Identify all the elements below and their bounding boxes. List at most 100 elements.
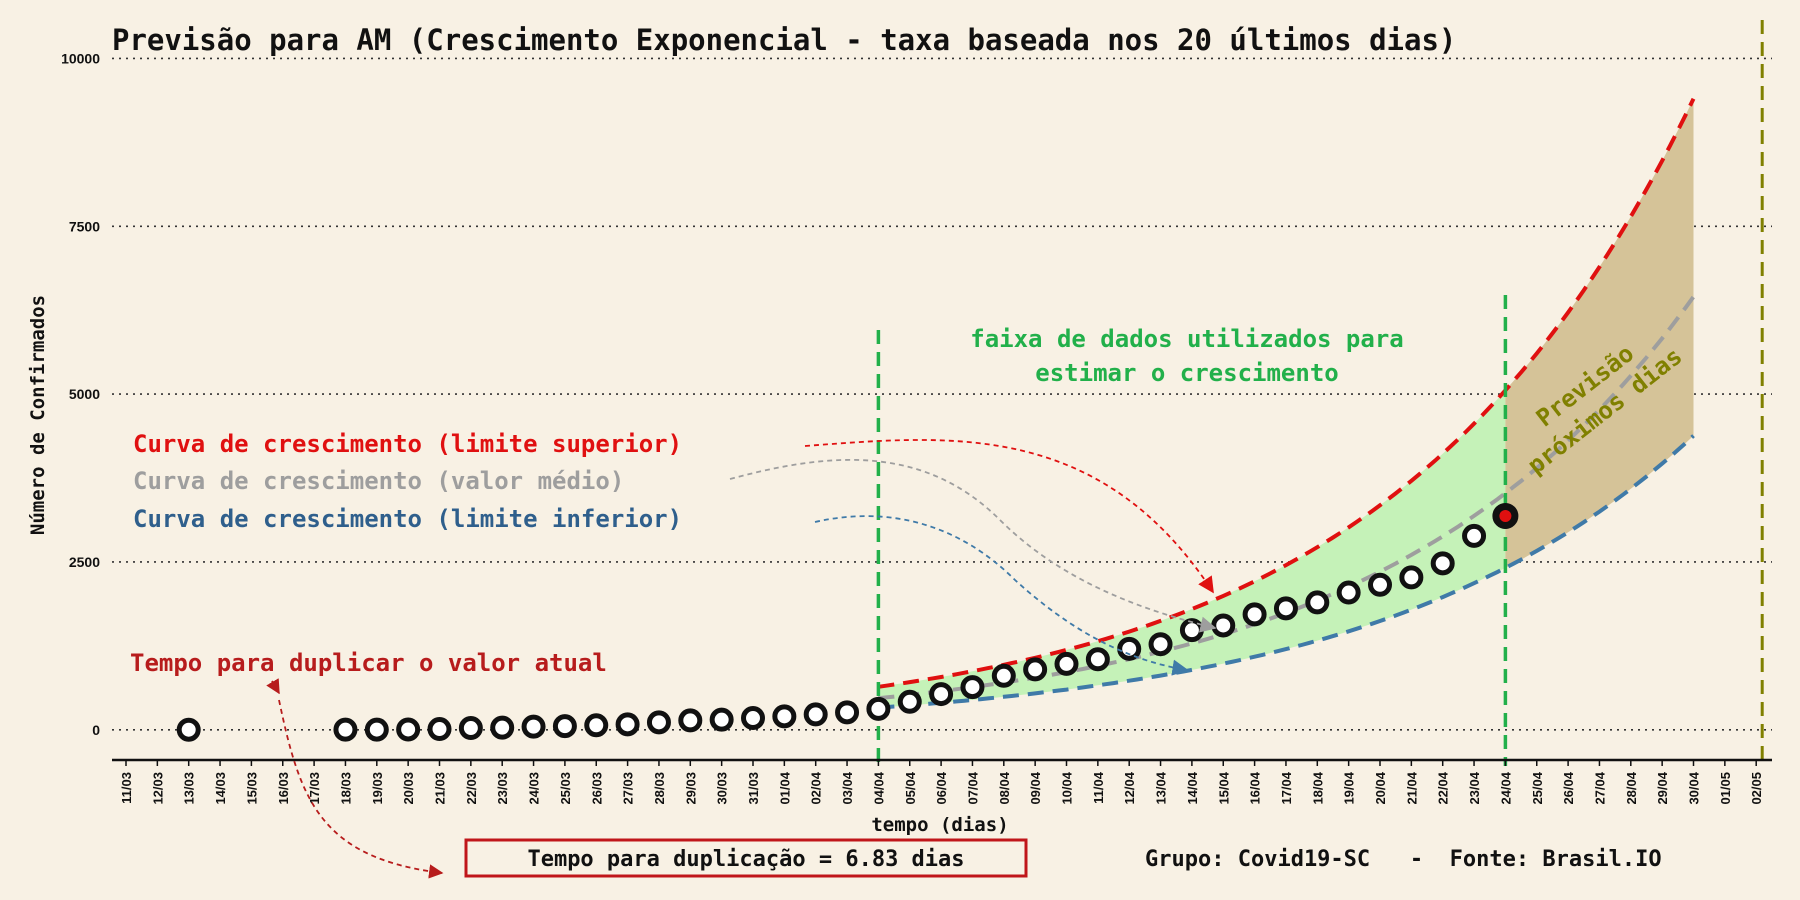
confirmed-points: [176, 502, 1519, 742]
x-tick-label: 29/04: [1655, 771, 1670, 804]
x-tick-label: 15/04: [1216, 771, 1231, 804]
confirmed-point: [803, 702, 828, 727]
confirmed-point: [176, 717, 201, 742]
x-tick-label: 17/03: [307, 772, 322, 805]
x-tick-label: 25/03: [558, 772, 573, 805]
confirmed-point: [490, 715, 515, 740]
source-text: Grupo: Covid19-SC - Fonte: Brasil.IO: [1145, 847, 1662, 872]
confirmed-point: [1336, 580, 1361, 605]
confirmed-point: [427, 717, 452, 742]
confirmed-point: [396, 717, 421, 742]
x-tick-label: 04/04: [871, 771, 886, 804]
legend-upper: Curva de crescimento (limite superior): [133, 430, 682, 458]
x-tick-label: 23/04: [1467, 771, 1482, 804]
x-tick-label: 03/04: [840, 771, 855, 804]
x-tick-label: 30/03: [715, 772, 730, 805]
chart-title: Previsão para AM (Crescimento Exponencia…: [112, 23, 1456, 57]
x-tick-label: 26/03: [589, 772, 604, 805]
confirmed-point: [1399, 565, 1424, 590]
x-tick-label: 08/04: [997, 771, 1012, 804]
x-tick-label: 02/05: [1749, 772, 1764, 805]
x-tick-label: 18/04: [1310, 771, 1325, 804]
confirmed-point: [1085, 647, 1110, 672]
doubling-box: [464, 838, 1028, 878]
confirmed-point: [1462, 523, 1487, 548]
x-tick-label: 05/04: [903, 771, 918, 804]
confirmed-point: [333, 717, 358, 742]
confirmed-point: [835, 700, 860, 725]
confirmed-point: [458, 716, 483, 741]
doubling-box-text: Tempo para duplicação = 6.83 dias: [527, 847, 964, 872]
x-tick-label: 13/04: [1154, 771, 1169, 804]
x-tick-label: 02/04: [809, 771, 824, 804]
x-tick-label: 16/03: [276, 772, 291, 805]
confirmed-point: [678, 708, 703, 733]
x-tick-label: 14/03: [213, 772, 228, 805]
legend-mean: Curva de crescimento (valor médio): [133, 467, 624, 495]
confirmed-point: [521, 714, 546, 739]
confirmed-point: [960, 675, 985, 700]
arrow-mean: [729, 458, 1217, 633]
confirmed-point: [1211, 613, 1236, 638]
x-tick-label: 22/03: [464, 772, 479, 805]
confirmed-point: [897, 689, 922, 714]
x-tick-label: 14/04: [1185, 771, 1200, 804]
confirmed-point: [552, 714, 577, 739]
x-tick-label: 11/03: [119, 772, 134, 804]
x-tick-label: 12/04: [1122, 771, 1137, 804]
x-tick-label: 28/04: [1624, 771, 1639, 804]
x-tick-label: 20/04: [1373, 771, 1388, 804]
confirmed-point: [1492, 502, 1519, 529]
x-tick-label: 16/04: [1248, 771, 1263, 804]
fit-range-label-line2: estimar o crescimento: [1035, 359, 1338, 387]
fit-range-label: faixa de dados utilizados para estimar o…: [970, 325, 1403, 387]
confidence-bands: [878, 98, 1694, 708]
x-tick-label: 09/04: [1028, 771, 1043, 804]
x-tick-label: 20/03: [401, 772, 416, 805]
confirmed-point: [1023, 657, 1048, 682]
y-tick-label: 0: [92, 722, 100, 738]
x-tick-label: 07/04: [965, 771, 980, 804]
reference-lines: [876, 20, 1764, 766]
x-tick-label: 29/03: [683, 772, 698, 805]
fit-band: [878, 390, 1506, 708]
arrow-lower: [814, 515, 1189, 676]
y-tick-label: 2500: [69, 554, 100, 570]
x-tick-label: 15/03: [244, 772, 259, 805]
upper-curve: [878, 97, 1696, 689]
x-tick-label: 12/03: [150, 772, 165, 805]
confirmed-point: [364, 717, 389, 742]
confirmed-point: [866, 696, 891, 721]
x-tick-label: 28/03: [652, 772, 667, 805]
doubling-arrow: [278, 699, 444, 879]
x-tick-label: 24/03: [527, 772, 542, 805]
y-tick-label: 10000: [61, 50, 100, 66]
confirmed-point: [615, 712, 640, 737]
x-tick-label: 21/03: [433, 772, 448, 805]
x-tick-label: 24/04: [1498, 771, 1513, 804]
x-tick-label: 01/05: [1718, 772, 1733, 805]
x-tick-label: 18/03: [338, 772, 353, 805]
doubling-arrow-up: [266, 678, 280, 695]
x-tick-label: 30/04: [1687, 771, 1702, 804]
x-axis-label: tempo (dias): [871, 814, 1008, 836]
x-tick-label: 01/04: [777, 771, 792, 804]
y-tick-label: 7500: [69, 218, 100, 234]
x-tick-label: 27/04: [1592, 771, 1607, 804]
confirmed-point: [1148, 632, 1173, 657]
x-tick-label: 25/04: [1530, 771, 1545, 804]
legend: Curva de crescimento (limite superior) C…: [133, 430, 682, 533]
x-tick-label: 19/03: [370, 772, 385, 805]
x-tick-label: 21/04: [1404, 771, 1419, 804]
x-tick-label: 22/04: [1436, 771, 1451, 804]
confirmed-point: [1242, 602, 1267, 627]
confirmed-point: [1054, 651, 1079, 676]
x-tick-label: 23/03: [495, 772, 510, 805]
x-tick-label: 31/03: [746, 772, 761, 805]
fit-range-label-line1: faixa de dados utilizados para: [970, 325, 1403, 353]
x-tick-label: 10/04: [1060, 771, 1075, 804]
forecast-band: [1505, 98, 1694, 568]
confirmed-point: [991, 663, 1016, 688]
confirmed-point: [1430, 551, 1455, 576]
